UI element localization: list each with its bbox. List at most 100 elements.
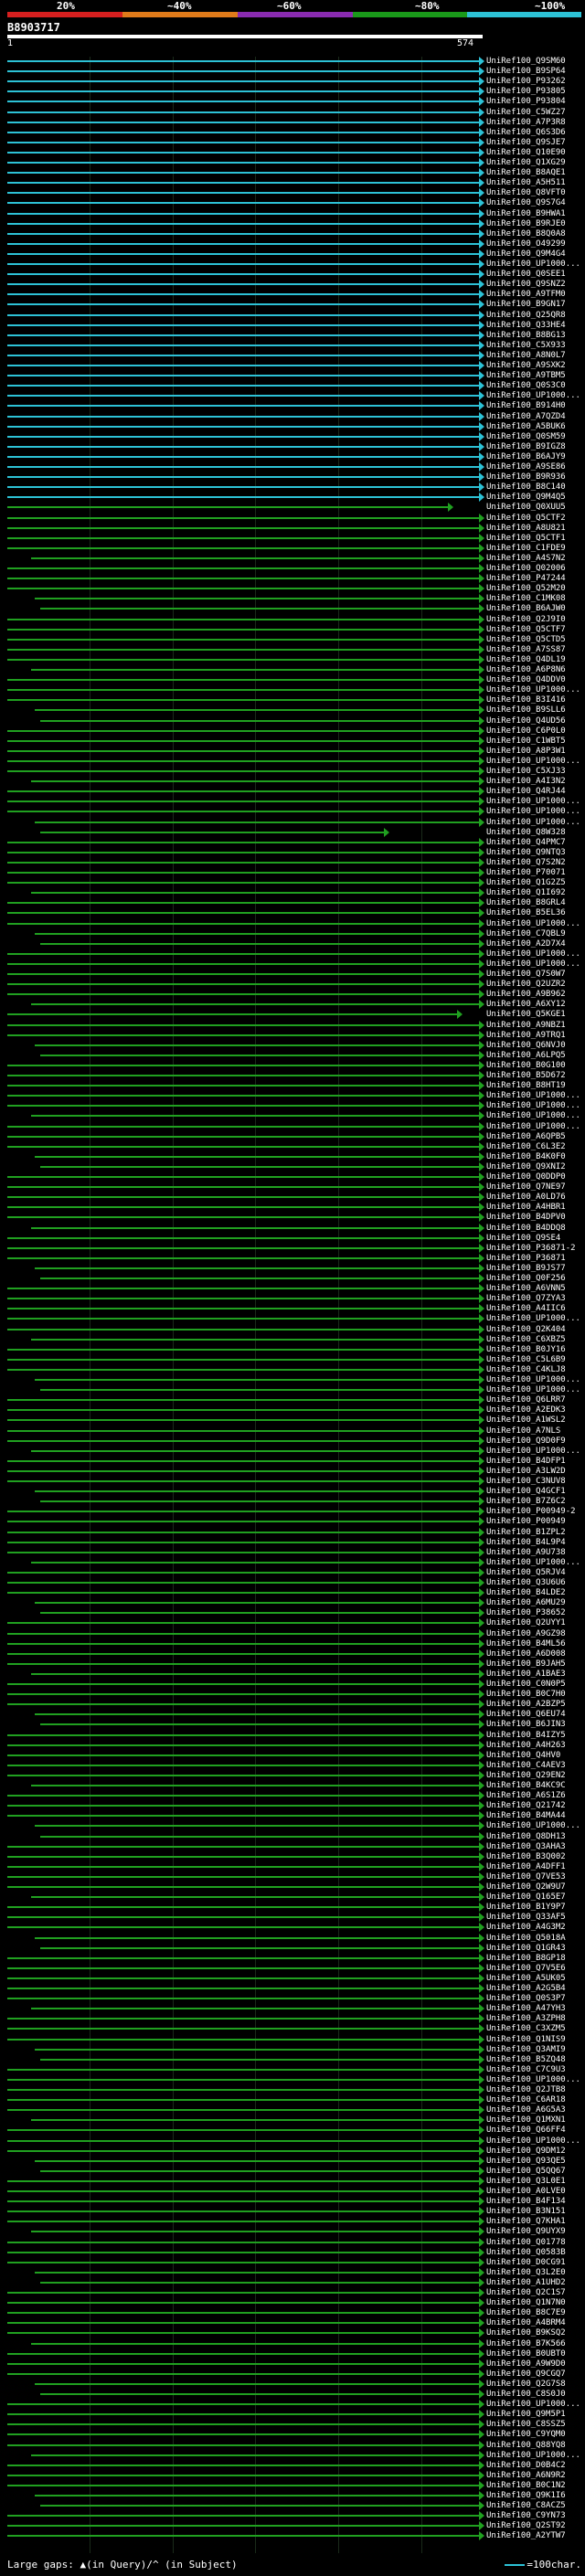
hit-label[interactable]: UniRef100_B8C140 <box>486 482 566 493</box>
hit-row[interactable]: UniRef100_A4G3M2 <box>0 1923 585 1933</box>
hit-label[interactable]: UniRef100_Q2JTB8 <box>486 2085 566 2094</box>
hit-label[interactable]: UniRef100_B4MA44 <box>486 1811 566 1821</box>
hit-row[interactable]: UniRef100_D0B4C2 <box>0 2460 585 2471</box>
hit-label[interactable]: UniRef100_UP1000... <box>486 1121 580 1131</box>
hit-label[interactable]: UniRef100_B3Q002 <box>486 1851 566 1861</box>
hit-label[interactable]: UniRef100_Q1XG29 <box>486 158 566 167</box>
hit-label[interactable]: UniRef100_Q5CTD5 <box>486 634 566 644</box>
hit-label[interactable]: UniRef100_Q2C1S7 <box>486 2288 566 2297</box>
hit-row[interactable]: UniRef100_UP1000... <box>0 260 585 270</box>
hit-row[interactable]: UniRef100_Q1GR43 <box>0 1943 585 1954</box>
hit-row[interactable]: UniRef100_B3I416 <box>0 695 585 705</box>
hit-row[interactable]: UniRef100_UP1000... <box>0 1091 585 1101</box>
hit-row[interactable]: UniRef100_UP1000... <box>0 1314 585 1324</box>
hit-label[interactable]: UniRef100_UP1000... <box>486 797 580 807</box>
hit-label[interactable]: UniRef100_Q9NTQ3 <box>486 847 566 857</box>
hit-row[interactable]: UniRef100_B4KC9C <box>0 1781 585 1791</box>
hit-row[interactable]: UniRef100_Q0SEE1 <box>0 270 585 280</box>
hit-row[interactable]: UniRef100_B4LDE2 <box>0 1588 585 1598</box>
hit-row[interactable]: UniRef100_Q93QE5 <box>0 2156 585 2167</box>
hit-row[interactable]: UniRef100_B8GRL4 <box>0 898 585 908</box>
hit-row[interactable]: UniRef100_UP1000... <box>0 1375 585 1385</box>
hit-row[interactable]: UniRef100_B9RJE0 <box>0 218 585 229</box>
hit-label[interactable]: UniRef100_P70071 <box>486 868 566 877</box>
hit-row[interactable]: UniRef100_UP1000... <box>0 2074 585 2085</box>
hit-row[interactable]: UniRef100_C6AR18 <box>0 2095 585 2105</box>
hit-label[interactable]: UniRef100_A1UHD2 <box>486 2277 566 2287</box>
hit-label[interactable]: UniRef100_B0UBT0 <box>486 2348 566 2359</box>
hit-row[interactable]: UniRef100_UP1000... <box>0 756 585 767</box>
hit-label[interactable]: UniRef100_A6MU29 <box>486 1598 566 1608</box>
hit-label[interactable]: UniRef100_A2EDK3 <box>486 1405 566 1415</box>
hit-label[interactable]: UniRef100_B8Q0A8 <box>486 228 566 239</box>
hit-row[interactable]: UniRef100_A8N0L7 <box>0 350 585 361</box>
hit-row[interactable]: UniRef100_A6MU29 <box>0 1598 585 1608</box>
hit-row[interactable]: UniRef100_UP1000... <box>0 1111 585 1121</box>
hit-row[interactable]: UniRef100_A3ZPH8 <box>0 2014 585 2024</box>
hit-row[interactable]: UniRef100_Q29EN2 <box>0 1770 585 1781</box>
hit-label[interactable]: UniRef100_P93805 <box>486 87 566 97</box>
hit-label[interactable]: UniRef100_A6S1Z6 <box>486 1791 566 1801</box>
hit-label[interactable]: UniRef100_Q9SE4 <box>486 1233 561 1243</box>
hit-label[interactable]: UniRef100_A7NLS <box>486 1426 561 1436</box>
hit-row[interactable]: UniRef100_P38652 <box>0 1608 585 1618</box>
hit-row[interactable]: UniRef100_B3Q002 <box>0 1851 585 1862</box>
hit-row[interactable]: UniRef100_Q9SM60 <box>0 57 585 67</box>
hit-row[interactable]: UniRef100_Q10E90 <box>0 147 585 158</box>
hit-label[interactable]: UniRef100_B4F134 <box>486 2197 566 2207</box>
hit-label[interactable]: UniRef100_Q9K1I6 <box>486 2491 566 2500</box>
hit-row[interactable]: UniRef100_B4IZY5 <box>0 1730 585 1741</box>
hit-row[interactable]: UniRef100_B9GN17 <box>0 300 585 310</box>
hit-label[interactable]: UniRef100_C5WZ27 <box>486 107 566 117</box>
hit-row[interactable]: UniRef100_A9B962 <box>0 990 585 1000</box>
hit-row[interactable]: UniRef100_A9TBM5 <box>0 371 585 381</box>
hit-row[interactable]: UniRef100_Q8W328 <box>0 827 585 838</box>
hit-row[interactable]: UniRef100_UP1000... <box>0 2136 585 2147</box>
hit-row[interactable]: UniRef100_P93805 <box>0 87 585 97</box>
hit-row[interactable]: UniRef100_P00949 <box>0 1517 585 1527</box>
hit-row[interactable]: UniRef100_B4DPV0 <box>0 1213 585 1223</box>
hit-label[interactable]: UniRef100_Q7S0W7 <box>486 970 566 979</box>
hit-row[interactable]: UniRef100_B1ZPL2 <box>0 1527 585 1538</box>
hit-label[interactable]: UniRef100_B9IGZ8 <box>486 441 566 451</box>
hit-label[interactable]: UniRef100_A4IIC6 <box>486 1304 566 1314</box>
hit-label[interactable]: UniRef100_B8GP18 <box>486 1953 566 1963</box>
hit-row[interactable]: UniRef100_C1WBT5 <box>0 736 585 747</box>
hit-row[interactable]: UniRef100_Q0DDP0 <box>0 1172 585 1182</box>
hit-label[interactable]: UniRef100_B9HWA1 <box>486 208 566 218</box>
hit-label[interactable]: UniRef100_B1Y9P7 <box>486 1903 566 1913</box>
hit-label[interactable]: UniRef100_Q5KGE1 <box>486 1010 566 1020</box>
hit-label[interactable]: UniRef100_Q0SEE1 <box>486 270 566 280</box>
hit-label[interactable]: UniRef100_B9SP64 <box>486 67 566 77</box>
hit-row[interactable]: UniRef100_Q7V5E6 <box>0 1963 585 1974</box>
hit-row[interactable]: UniRef100_Q0S3P7 <box>0 1994 585 2004</box>
hit-row[interactable]: UniRef100_Q7S2N2 <box>0 857 585 868</box>
hit-row[interactable]: UniRef100_Q4PMC7 <box>0 837 585 848</box>
hit-row[interactable]: UniRef100_B8C140 <box>0 482 585 493</box>
hit-label[interactable]: UniRef100_A9SXK2 <box>486 361 566 370</box>
hit-label[interactable]: UniRef100_Q21742 <box>486 1801 566 1811</box>
hit-label[interactable]: UniRef100_B9JS77 <box>486 1263 566 1273</box>
hit-row[interactable]: UniRef100_Q0F256 <box>0 1274 585 1284</box>
hit-row[interactable]: UniRef100_A1UHD2 <box>0 2277 585 2288</box>
hit-row[interactable]: UniRef100_UP1000... <box>0 817 585 828</box>
hit-label[interactable]: UniRef100_UP1000... <box>486 756 580 766</box>
hit-label[interactable]: UniRef100_Q3U6U6 <box>486 1578 566 1587</box>
hit-row[interactable]: UniRef100_B9KSQ2 <box>0 2328 585 2338</box>
hit-label[interactable]: UniRef100_UP1000... <box>486 260 580 269</box>
hit-row[interactable]: UniRef100_Q4DDV0 <box>0 675 585 685</box>
hit-row[interactable]: UniRef100_A2G5B4 <box>0 1984 585 1994</box>
hit-label[interactable]: UniRef100_B4ML56 <box>486 1638 566 1648</box>
hit-row[interactable]: UniRef100_C5WZ27 <box>0 107 585 118</box>
hit-row[interactable]: UniRef100_B0UBT0 <box>0 2348 585 2359</box>
hit-row[interactable]: UniRef100_B7Z6C2 <box>0 1497 585 1507</box>
hit-label[interactable]: UniRef100_B6JIN3 <box>486 1720 566 1730</box>
hit-row[interactable]: UniRef100_B4ML56 <box>0 1638 585 1649</box>
hit-label[interactable]: UniRef100_A6G5A3 <box>486 2105 566 2115</box>
hit-row[interactable]: UniRef100_A9SE86 <box>0 462 585 472</box>
hit-row[interactable]: UniRef100_UP1000... <box>0 1385 585 1395</box>
hit-label[interactable]: UniRef100_UP1000... <box>486 817 580 827</box>
hit-row[interactable]: UniRef100_A8U821 <box>0 523 585 534</box>
hit-label[interactable]: UniRef100_B9KSQ2 <box>486 2328 566 2338</box>
hit-row[interactable]: UniRef100_A47YH3 <box>0 2004 585 2014</box>
